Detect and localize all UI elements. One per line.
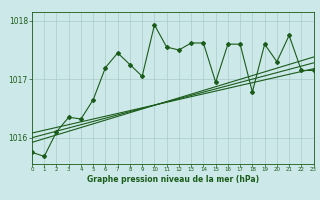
X-axis label: Graphe pression niveau de la mer (hPa): Graphe pression niveau de la mer (hPa): [87, 175, 259, 184]
